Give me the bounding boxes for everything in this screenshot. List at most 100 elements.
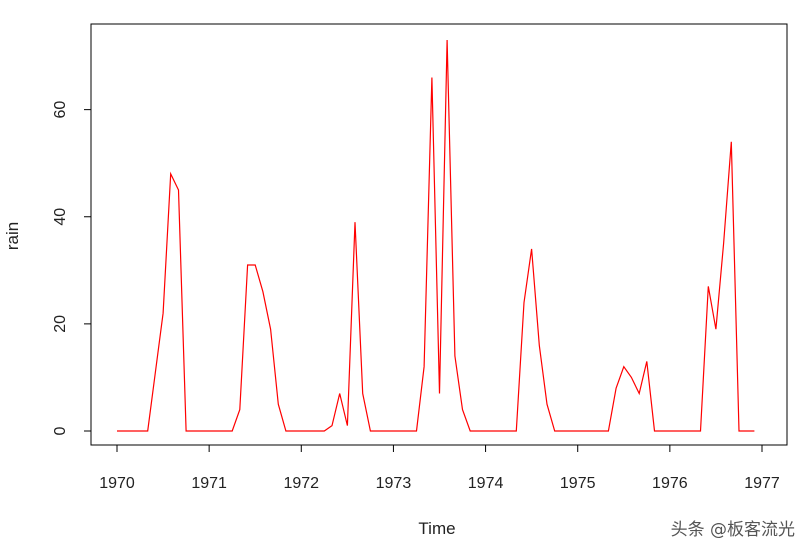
rain-data-point [424,366,425,367]
rain-data-point [147,430,148,431]
rain-data-point [278,404,279,405]
rain-data-point [139,430,140,431]
rain-data-point [462,409,463,410]
x-tick-label: 1974 [468,475,504,492]
rain-series-line [117,39,755,432]
rain-data-point [470,430,471,431]
x-tick-label: 1977 [744,475,780,492]
rain-data-point [585,430,586,431]
x-tick-label: 1971 [191,475,227,492]
rain-data-point [700,430,701,431]
rain-data-point [516,430,517,431]
rain-data-point [447,39,448,40]
rain-data-point [408,430,409,431]
rain-data-point [677,430,678,431]
rain-data-point [593,430,594,431]
y-tick-label: 40 [52,208,69,226]
rain-data-point [186,430,187,431]
y-tick-label: 0 [52,426,69,435]
rain-data-point [562,430,563,431]
x-axis: 1970 1971 1972 1973 1974 1975 1976 1977 [99,444,780,492]
rain-data-point [255,264,256,265]
rain-data-point [163,313,164,314]
rain-data-point [170,173,171,174]
x-tick-label: 1972 [283,475,319,492]
rain-data-point [370,430,371,431]
rain-data-point [209,430,210,431]
rain-data-point [738,430,739,431]
rain-data-point [347,425,348,426]
series-layer [116,39,755,432]
rain-data-point [616,388,617,389]
rain-data-point [155,372,156,373]
rain-data-point [623,366,624,367]
rain-data-point [570,430,571,431]
rain-data-point [692,430,693,431]
rain-data-point [132,430,133,431]
x-tick-label: 1973 [376,475,412,492]
rain-data-point [316,430,317,431]
y-tick-label: 20 [52,315,69,333]
rain-data-point [331,425,332,426]
rain-data-point [523,302,524,303]
rain-data-point [754,430,755,431]
rain-data-point [508,430,509,431]
rain-data-point [293,430,294,431]
rain-data-point [308,430,309,431]
y-axis: 0 20 40 60 [52,101,92,435]
rain-data-point [270,329,271,330]
rain-data-point [646,361,647,362]
rain-data-point [224,430,225,431]
rain-data-point [493,430,494,431]
x-tick-label: 1975 [560,475,596,492]
rain-data-point [731,141,732,142]
rain-data-point [546,404,547,405]
rain-data-point [477,430,478,431]
rain-data-point [723,243,724,244]
y-tick-label: 60 [52,101,69,119]
rain-data-point [746,430,747,431]
rain-data-point [285,430,286,431]
rain-data-point [232,430,233,431]
rain-data-point [178,189,179,190]
rain-data-point [354,222,355,223]
rain-data-point [439,393,440,394]
x-tick-label: 1976 [652,475,688,492]
watermark: 头条 @板客流光 [670,520,795,540]
rain-data-point [654,430,655,431]
rain-data-point [262,291,263,292]
rain-data-point [416,430,417,431]
rain-data-point [401,430,402,431]
rain-data-point [324,430,325,431]
rain-data-point [393,430,394,431]
rain-data-point [639,393,640,394]
y-axis-title: rain [3,222,22,250]
rain-data-point [669,430,670,431]
rain-data-point [708,286,709,287]
rain-data-point [201,430,202,431]
rain-data-point [500,430,501,431]
rain-data-point [631,377,632,378]
rain-data-point [531,248,532,249]
rain-data-point [431,77,432,78]
rain-data-point [685,430,686,431]
rain-data-point [485,430,486,431]
x-tick-label: 1970 [99,475,135,492]
rain-data-point [385,430,386,431]
rain-data-point [339,393,340,394]
rain-data-point [608,430,609,431]
rain-data-point [577,430,578,431]
rain-data-point [301,430,302,431]
rain-data-point [554,430,555,431]
rain-data-point [116,430,117,431]
rain-data-point [454,355,455,356]
rain-data-point [362,393,363,394]
rain-data-point [216,430,217,431]
rain-data-point [600,430,601,431]
x-axis-title: Time [418,519,455,538]
rain-data-point [715,329,716,330]
rain-data-point [247,264,248,265]
rain-data-point [662,430,663,431]
rain-data-point [193,430,194,431]
